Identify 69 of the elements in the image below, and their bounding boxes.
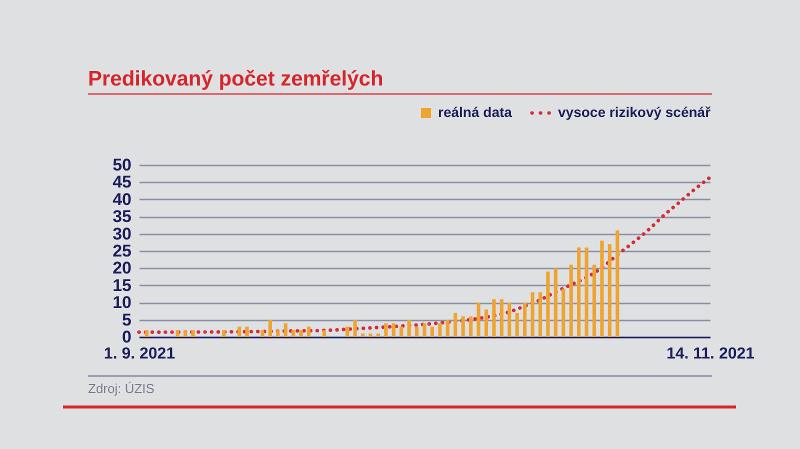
bar: [414, 326, 419, 337]
bar: [515, 312, 519, 337]
y-tick-label: 0: [122, 328, 132, 346]
bar: [144, 330, 149, 337]
bar: [476, 302, 480, 337]
bar: [260, 330, 264, 337]
bar: [446, 320, 450, 337]
bar: [569, 264, 573, 337]
bar: [530, 292, 534, 337]
chart-title: Predikovaný počet zemřelých: [88, 67, 384, 90]
bar: [183, 330, 188, 337]
bar: [284, 323, 288, 337]
bar: [238, 326, 242, 337]
y-tick-label: 40: [112, 190, 132, 209]
text: Zdroj: ÚZIS: [88, 381, 155, 396]
y-tick-label: 15: [112, 276, 132, 295]
bar: [245, 326, 249, 337]
bar: [322, 330, 326, 337]
y-tick-label: 50: [112, 156, 132, 174]
bar: [306, 326, 311, 337]
legend-label: reálná data: [438, 104, 512, 120]
y-tick-label: 25: [112, 242, 132, 260]
bar: [454, 312, 458, 337]
x-tick-label: 1. 9. 2021: [104, 346, 176, 362]
bar: [422, 323, 426, 337]
y-tick-label: 20: [112, 258, 132, 278]
bar: [508, 302, 512, 337]
bar: [577, 248, 581, 337]
y-tick-label: 30: [112, 224, 132, 244]
bar: [346, 326, 350, 337]
bar: [500, 299, 504, 337]
bar: [538, 292, 542, 337]
bar: [299, 330, 303, 337]
y-tick-label: 10: [112, 293, 132, 312]
bar: [492, 299, 496, 337]
bar: [384, 323, 388, 337]
bar: [608, 244, 612, 337]
bar: [430, 326, 434, 337]
bar: [438, 323, 442, 337]
y-tick-label: 5: [122, 310, 132, 330]
bar: [407, 320, 411, 337]
bar: [600, 240, 604, 337]
x-tick-label: 14. 11. 2021: [666, 346, 755, 362]
bar: [360, 334, 365, 337]
bar: [546, 272, 550, 337]
y-tick-label: 45: [112, 172, 132, 192]
bar: [592, 264, 596, 337]
bar: [191, 330, 195, 337]
legend-label: vysoce rizikový scénář: [558, 104, 712, 120]
bar: [222, 330, 226, 337]
bar: [400, 326, 404, 337]
bar: [376, 334, 380, 337]
bar: [176, 330, 180, 337]
bar: [392, 323, 396, 337]
bar: [276, 330, 280, 337]
bar: [616, 230, 620, 337]
bar: [584, 248, 588, 337]
line-series: [137, 176, 712, 334]
bar: [468, 316, 473, 337]
bar: [484, 309, 488, 337]
bar: [268, 320, 272, 337]
bar: [353, 320, 357, 337]
bar: [523, 302, 527, 337]
bar: [368, 334, 372, 337]
bar: [461, 316, 465, 337]
bar: [554, 268, 558, 337]
bar: [292, 330, 296, 337]
bar: [562, 288, 566, 337]
y-tick-label: 35: [112, 207, 132, 226]
